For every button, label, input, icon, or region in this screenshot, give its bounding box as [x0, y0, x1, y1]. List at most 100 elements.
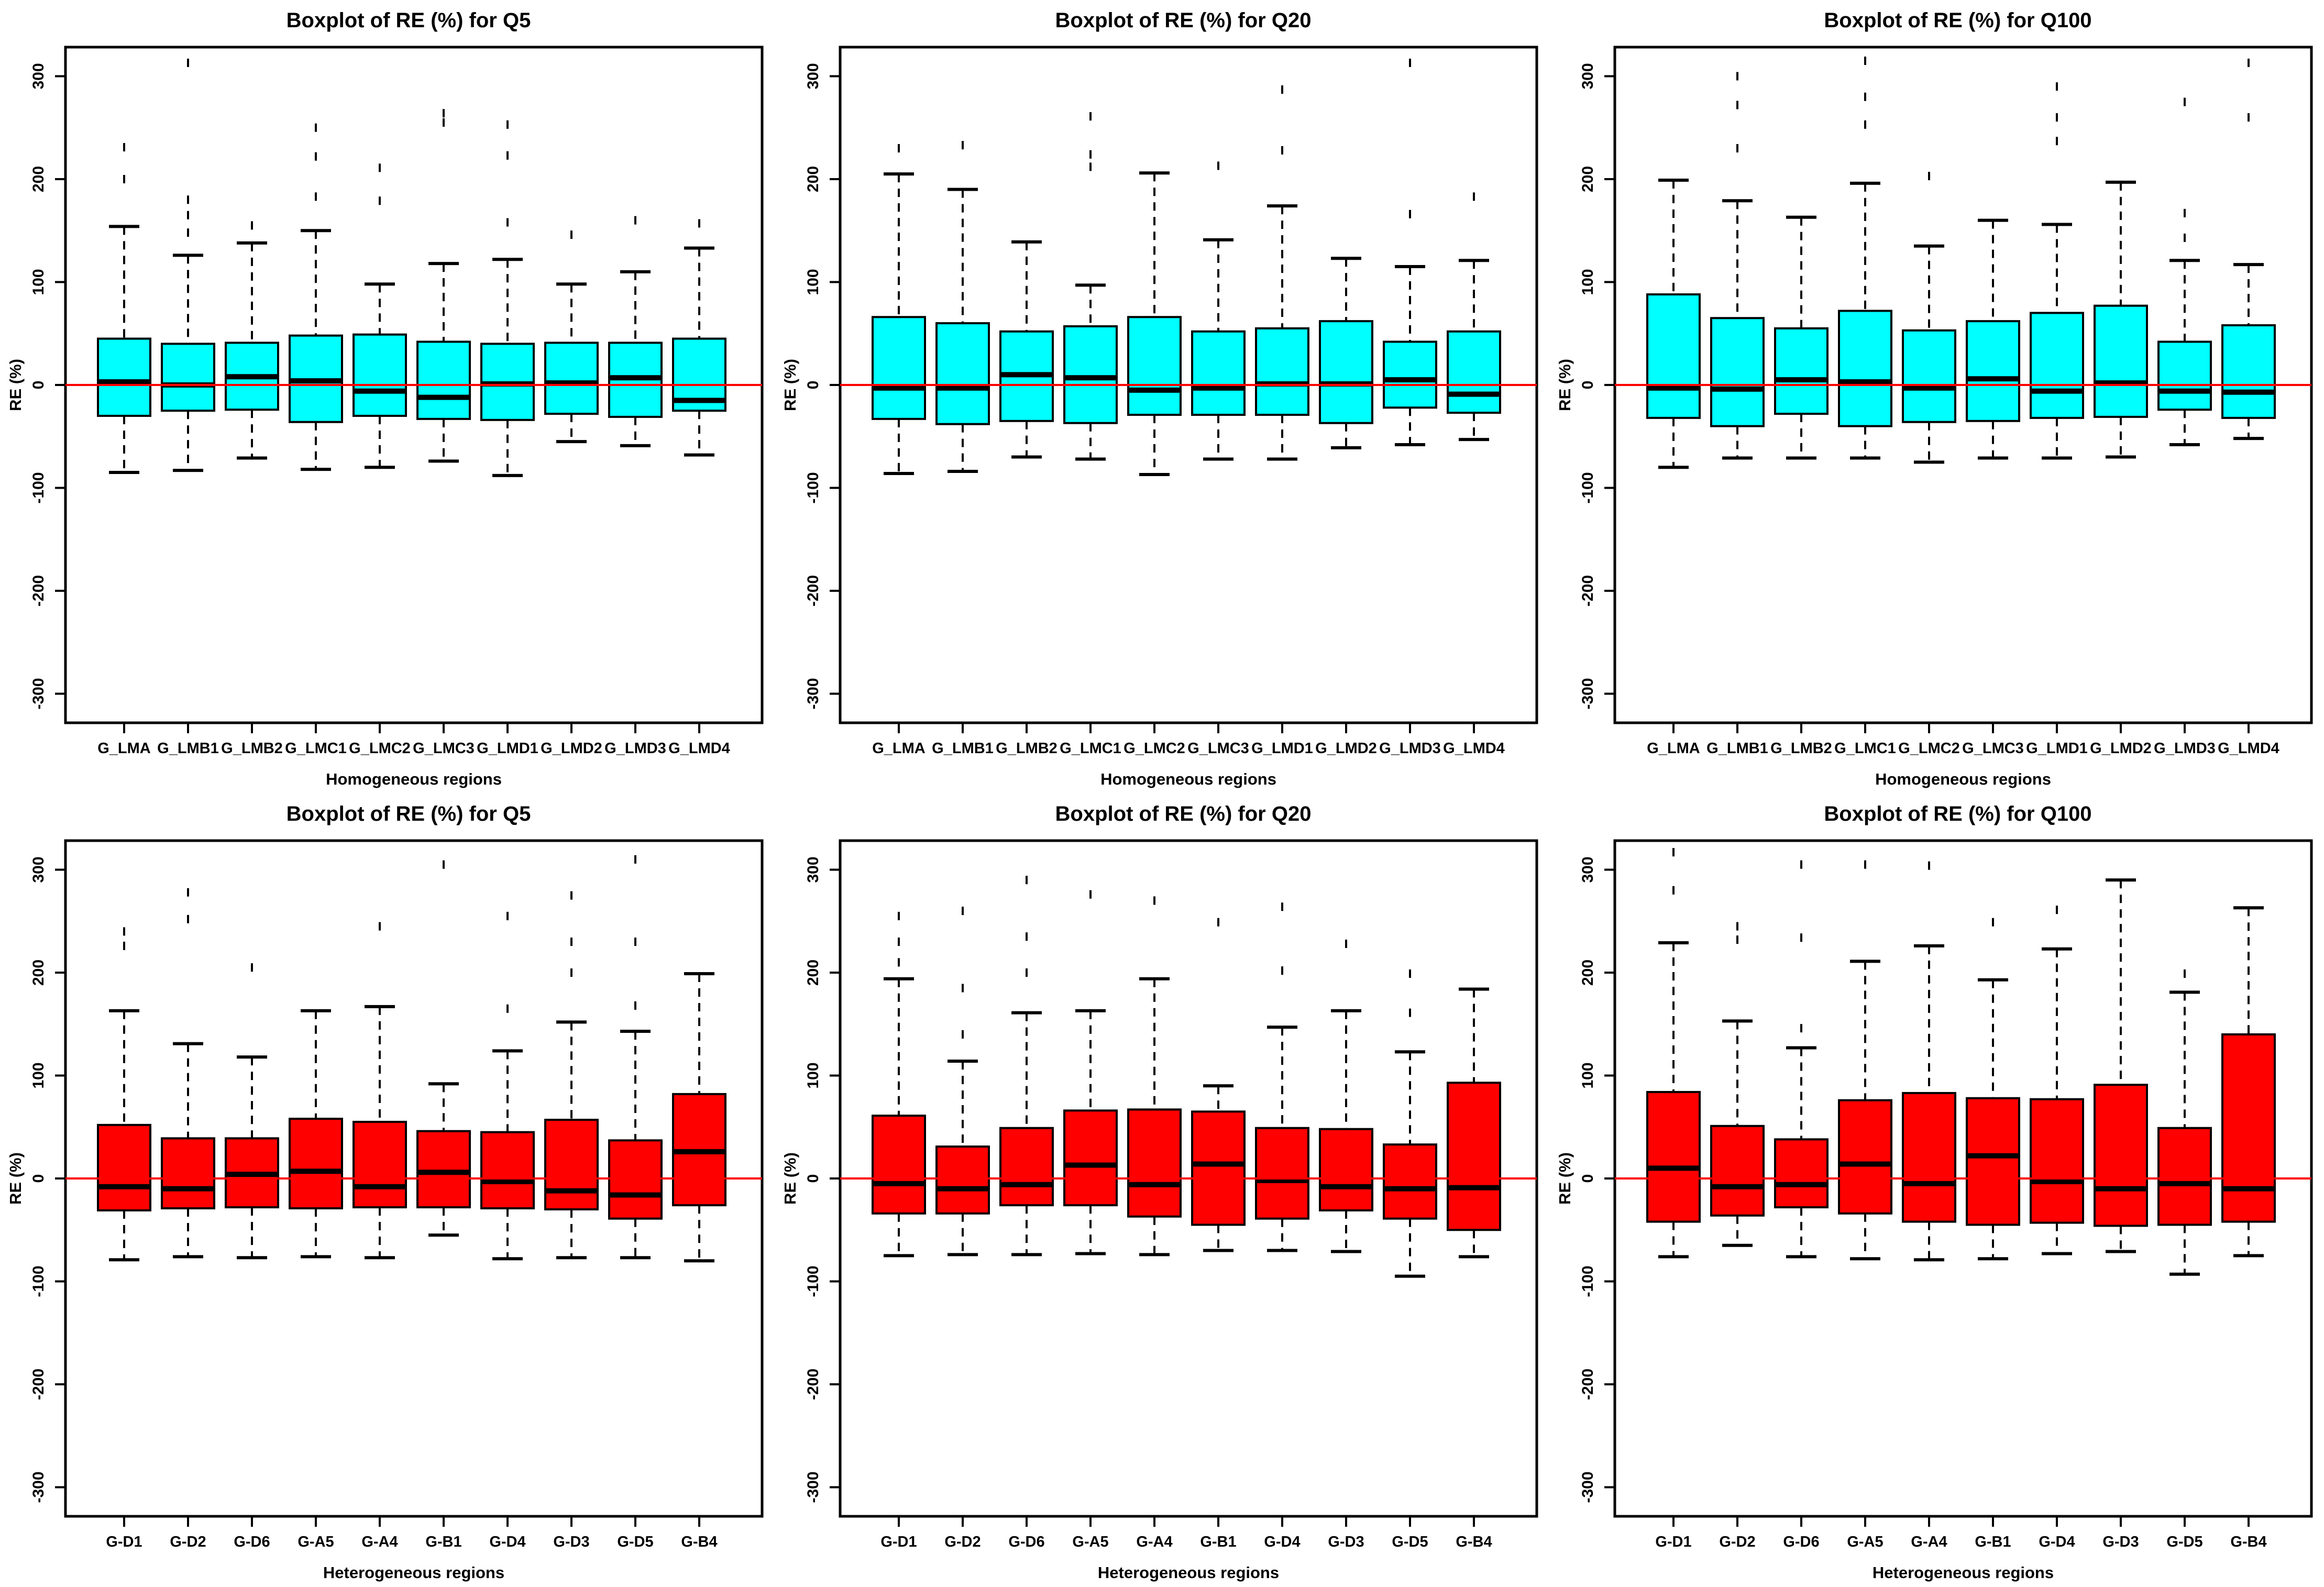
y-tick-label: -200 — [30, 1369, 47, 1400]
iqr-box — [2221, 324, 2276, 419]
iqr-box — [161, 1137, 215, 1209]
x-tick-label: G-A5 — [1072, 1534, 1108, 1550]
y-tick-label: 300 — [30, 63, 47, 89]
x-tick-label: G_LMD2 — [541, 740, 602, 757]
x-tick-label: G-A5 — [298, 1534, 334, 1550]
x-tick-label: G_LMC3 — [1962, 740, 2024, 757]
y-tick-label: -100 — [1579, 1265, 1596, 1297]
iqr-box — [1902, 1092, 1956, 1223]
y-axis-label: RE (%) — [1556, 359, 1574, 411]
box-group — [935, 907, 990, 1257]
iqr-box — [1255, 1127, 1309, 1220]
box-group — [1966, 918, 2020, 1261]
box-group — [1710, 922, 1765, 1247]
y-tick-label: -200 — [30, 575, 47, 607]
iqr-box — [1319, 1128, 1373, 1211]
iqr-box — [1710, 1125, 1765, 1217]
x-tick-label: G_LMD4 — [668, 740, 730, 757]
x-tick-label: G-D2 — [170, 1534, 206, 1550]
box-group — [1774, 215, 1829, 460]
y-tick-label: -300 — [30, 678, 47, 709]
iqr-box — [1774, 327, 1829, 415]
iqr-box — [480, 1131, 535, 1209]
y-tick-label: -200 — [805, 1369, 822, 1400]
iqr-box — [1966, 1097, 2020, 1226]
x-tick-label: G-D1 — [1655, 1534, 1691, 1550]
iqr-box — [1774, 1138, 1829, 1209]
x-tick-label: G_LMD2 — [1315, 740, 1377, 757]
box-group — [1774, 860, 1829, 1259]
boxplot-canvas: Boxplot of RE (%) for Q5 300 200 100 0 -100 -2… — [6, 9, 764, 788]
box-group — [872, 144, 926, 475]
y-tick-label: -100 — [30, 1265, 47, 1297]
x-tick-label: G-B4 — [2230, 1534, 2266, 1550]
iqr-box — [872, 1115, 926, 1215]
x-tick-label: G_LMB2 — [221, 740, 283, 757]
y-tick-label: 0 — [30, 1174, 47, 1183]
box-group — [2221, 906, 2276, 1258]
iqr-box — [544, 1118, 599, 1210]
x-axis-label: Homogeneous regions — [326, 770, 502, 788]
box-group — [1902, 172, 1956, 464]
y-tick-label: -300 — [805, 678, 822, 709]
x-tick-label: G-A4 — [1911, 1534, 1947, 1550]
subplot-q100-homogeneous: Boxplot of RE (%) for Q100 300 200 100 0 -100… — [1549, 0, 2324, 794]
iqr-box — [1127, 316, 1182, 416]
box-group — [544, 891, 599, 1260]
box-group — [999, 240, 1054, 459]
x-tick-label: G_LMB1 — [932, 740, 994, 757]
x-tick-label: G-B4 — [1456, 1534, 1492, 1550]
box-group — [872, 911, 926, 1258]
x-tick-label: G_LMC1 — [1834, 740, 1896, 757]
y-tick-label: 100 — [1579, 269, 1596, 295]
y-tick-label: 300 — [805, 856, 822, 883]
y-axis-label: RE (%) — [6, 1152, 25, 1205]
box-group — [1902, 861, 1956, 1262]
box-group — [161, 58, 215, 472]
box-group — [161, 888, 215, 1259]
x-tick-label: G_LMC3 — [1187, 740, 1249, 757]
x-tick-label: G_LMD1 — [477, 740, 538, 757]
iqr-box — [1447, 330, 1501, 414]
box-group — [1319, 939, 1373, 1253]
boxplot-canvas: Boxplot of RE (%) for Q100 300 200 100 0 -100… — [1556, 9, 2313, 788]
x-axis-label: Homogeneous regions — [1875, 770, 2051, 788]
plot-title: Boxplot of RE (%) for Q5 — [287, 802, 531, 825]
box-group — [1127, 171, 1182, 476]
y-tick-label: 200 — [1579, 960, 1596, 986]
iqr-box — [289, 1118, 343, 1209]
iqr-box — [1838, 310, 1892, 427]
box-group — [1447, 987, 1501, 1259]
iqr-box — [97, 1123, 151, 1211]
iqr-box — [935, 322, 990, 425]
x-tick-label: G-A4 — [361, 1534, 398, 1550]
subplot-q20-heterogeneous: Boxplot of RE (%) for Q20 300 200 100 0 -100 -… — [775, 794, 1549, 1587]
box-group — [672, 972, 726, 1263]
y-axis-label: RE (%) — [1556, 1152, 1574, 1205]
box-group — [1063, 112, 1118, 461]
x-tick-label: G_LMB2 — [996, 740, 1058, 757]
y-tick-label: -300 — [805, 1471, 822, 1503]
box-group — [608, 216, 663, 447]
box-group — [2030, 906, 2084, 1255]
y-axis-label: RE (%) — [6, 359, 25, 411]
iqr-box — [872, 316, 926, 420]
y-tick-label: 0 — [30, 381, 47, 390]
y-tick-label: -100 — [805, 472, 822, 503]
x-tick-label: G-D6 — [1008, 1534, 1044, 1550]
box-group — [353, 163, 407, 469]
x-tick-label: G-D6 — [234, 1534, 270, 1550]
box-group — [999, 876, 1054, 1257]
x-tick-label: G_LMC1 — [285, 740, 347, 757]
iqr-box — [1838, 1099, 1892, 1215]
box-group — [1127, 896, 1182, 1257]
box-group — [1383, 58, 1437, 446]
x-tick-label: G_LMB1 — [1706, 740, 1768, 757]
x-tick-label: G_LMC2 — [1124, 740, 1185, 757]
y-tick-label: -100 — [30, 472, 47, 503]
box-group — [416, 109, 471, 463]
box-group — [2094, 878, 2148, 1253]
x-tick-label: G-B4 — [681, 1534, 717, 1550]
x-tick-label: G-D4 — [2039, 1534, 2075, 1550]
